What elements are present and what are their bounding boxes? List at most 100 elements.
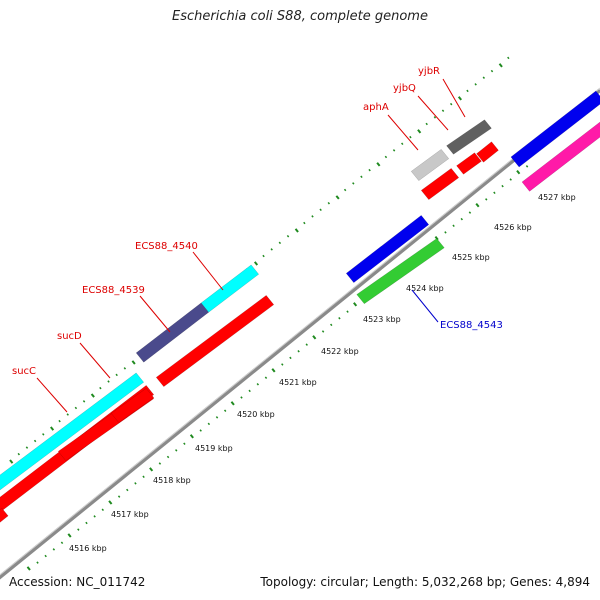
red-gene-arrow (0, 507, 9, 523)
outer-tick (409, 135, 412, 139)
outer-tick (82, 400, 86, 403)
inner-tick (346, 310, 349, 313)
blue-gene-arrow (345, 214, 430, 284)
kbp-label: 4527 kbp (538, 193, 576, 202)
outer-tick (457, 96, 463, 101)
label-leader-line (79, 342, 111, 379)
outer-tick (74, 406, 78, 410)
kbp-label: 4521 kbp (279, 378, 317, 387)
gene-label: sucC (12, 366, 36, 377)
outer-tick (417, 129, 422, 134)
inner-tick (493, 191, 496, 195)
inner-tick (223, 409, 227, 412)
kbp-label: 4523 kbp (363, 315, 401, 324)
outer-tick (25, 446, 29, 449)
outer-tick (311, 215, 314, 218)
inner-tick (305, 343, 308, 346)
kbp-label: 4524 kbp (406, 284, 444, 293)
inner-tick-track: 4516 kbp 4517 kbp 4518 kbp 4519 kbp 4520 kbp… (26, 165, 576, 571)
inner-tick (108, 500, 113, 505)
inner-tick (501, 184, 504, 188)
outer-tick (376, 162, 381, 167)
red-gene-arrow (155, 294, 275, 388)
label-leader-line (192, 251, 224, 291)
inner-tick (289, 356, 292, 360)
outer-tick (99, 386, 102, 390)
cyan-gene-arrow (0, 372, 145, 491)
inner-tick (230, 401, 235, 406)
genome-summary: Topology: circular; Length: 5,032,268 bp… (260, 575, 590, 589)
outer-tick (66, 413, 69, 416)
inner-tick (281, 363, 284, 366)
kbp-label: 4526 kbp (494, 223, 532, 232)
outer-tick (482, 76, 486, 79)
outer-tick (466, 89, 469, 93)
inner-tick (142, 475, 145, 479)
inner-tick (36, 561, 39, 564)
red-gene-arrow (110, 387, 155, 424)
blue-gene-arrow (510, 90, 600, 168)
inner-tick (338, 317, 341, 320)
outer-tick (90, 393, 95, 398)
outer-tick (490, 69, 494, 73)
inner-tick (77, 528, 80, 531)
kbp-label: 4519 kbp (195, 444, 233, 453)
outer-tick (384, 155, 388, 159)
inner-tick (525, 165, 529, 168)
outer-tick (58, 419, 61, 423)
inner-tick (175, 449, 178, 452)
outer-tick (360, 175, 363, 179)
gene-label: yjbQ (393, 83, 416, 94)
inner-tick (44, 554, 47, 558)
outer-tick (507, 56, 510, 60)
inner-tick (149, 467, 154, 472)
outer-tick (425, 122, 428, 126)
outer-tick (327, 201, 331, 205)
outer-tick (449, 102, 453, 106)
genome-backbone-highlight (0, 87, 600, 576)
inner-tick (452, 224, 455, 228)
outer-tick (401, 142, 404, 146)
outer-tick (343, 188, 347, 192)
kbp-label: 4522 kbp (321, 347, 359, 356)
label-leader-line (36, 377, 68, 413)
outer-tick (9, 459, 14, 464)
gene-label: ECS88_4543 (440, 320, 503, 331)
inner-tick (444, 231, 447, 234)
outer-tick (123, 367, 127, 370)
lightgray-gene-arrow (410, 148, 450, 182)
inner-tick (475, 203, 480, 208)
outer-tick (107, 380, 110, 383)
inner-tick (134, 482, 137, 485)
gene-label: sucD (57, 331, 82, 342)
inner-tick (312, 335, 317, 340)
inner-tick (321, 330, 325, 333)
inner-tick (183, 442, 186, 445)
kbp-label: 4518 kbp (153, 476, 191, 485)
kbp-label: 4525 kbp (452, 253, 490, 262)
inner-tick (509, 178, 512, 181)
inner-tick (485, 198, 488, 201)
inner-tick (85, 521, 88, 525)
outer-tick-track (9, 56, 510, 464)
label-leader-line (387, 114, 419, 151)
red-gene-arrow (456, 152, 482, 175)
magenta-gene-arrow (521, 121, 600, 192)
outer-tick (50, 426, 55, 431)
inner-tick (248, 389, 251, 393)
kbp-label: 4520 kbp (237, 410, 275, 419)
inner-tick (158, 462, 162, 465)
outer-tick (474, 83, 477, 86)
outer-tick (262, 254, 265, 258)
inner-tick (215, 416, 219, 419)
outer-tick (368, 168, 371, 172)
outer-tick (17, 452, 20, 456)
inner-tick (166, 455, 170, 459)
outer-tick (392, 149, 396, 152)
inner-tick (126, 488, 129, 492)
gene-label: ECS88_4540 (135, 241, 198, 252)
inner-tick (101, 508, 105, 512)
gene-label: yjbR (418, 66, 440, 77)
inner-tick (271, 368, 276, 373)
